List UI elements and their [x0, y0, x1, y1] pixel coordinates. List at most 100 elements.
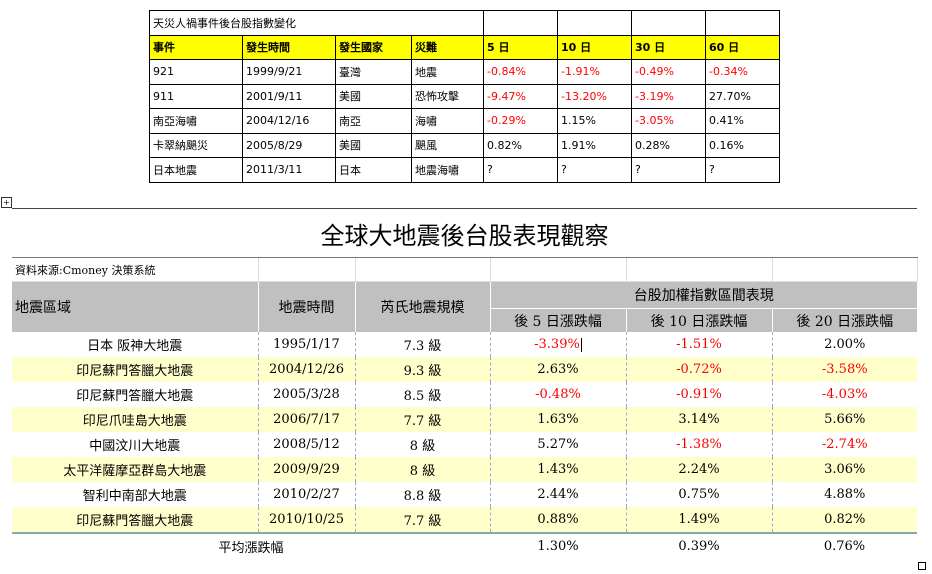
table-row: 日本 阪神大地震 1995/1/17 7.3 級 -3.39% -1.51% 2.00%: [12, 332, 917, 357]
table-cell: 0.28%: [631, 132, 706, 158]
table-cell: 4.88%: [824, 487, 866, 502]
table-cell: 印尼蘇門答臘大地震: [12, 357, 259, 382]
table-cell: 0.75%: [626, 482, 773, 507]
table-title: 全球大地震後台股表現觀察: [12, 208, 917, 258]
table-cell: 8.8 級: [355, 482, 491, 507]
text-cursor: [580, 337, 582, 352]
table-row: 日本地震 2011/3/11 日本 地震海嘯????: [149, 157, 780, 183]
column-header: 發生國家: [335, 34, 412, 60]
table-cell: -3.19%: [631, 83, 706, 109]
table-cell: 0.88%: [490, 507, 627, 533]
table-cell: -13.20%: [557, 83, 632, 109]
table-cell: -1.51%: [626, 332, 773, 357]
average-value: 0.76%: [772, 532, 917, 559]
column-header: 10 日: [557, 34, 632, 60]
table-cell: -0.34%: [705, 59, 780, 85]
table-cell: ?: [631, 157, 706, 183]
table-row: 中國汶川大地震 2008/5/12 8 級 5.27% -1.38% -2.74%: [12, 432, 917, 457]
table-cell: -0.29%: [483, 108, 558, 134]
table-cell: 2005/3/28: [258, 382, 356, 407]
table-row: 911 2001/9/11 美國 恐怖攻擊 -9.47% -13.20% -3.19% 27.…: [149, 83, 780, 109]
table-cell: 27.70%: [705, 83, 780, 109]
table-cell: 日本: [335, 157, 412, 183]
table-cell: 南亞海嘯: [149, 108, 243, 134]
table-cell: 1.43%: [490, 457, 627, 482]
table-cell: 中國汶川大地震: [12, 432, 259, 457]
table-cell: 2008/5/12: [258, 432, 356, 457]
table-cell: 911: [149, 83, 243, 109]
table-cell: 地震海嘯: [411, 157, 484, 183]
table-cell: ?: [557, 157, 632, 183]
column-header: 事件: [149, 34, 243, 60]
table-cell: 1.49%: [626, 507, 773, 533]
table-cell: -4.03%: [821, 387, 868, 402]
column-header-region: 地震區域: [12, 281, 259, 332]
table-cell: 0.16%: [705, 132, 780, 158]
table-cell: -0.49%: [631, 59, 706, 85]
table-cell: 8.5 級: [355, 382, 491, 407]
table-cell: 卡翠納颶災: [149, 132, 243, 158]
table-cell: ?: [483, 157, 558, 183]
table-cell: 5.66%: [772, 407, 917, 432]
table-header-row: 地震區域 地震時間 芮氏地震規模 台股加權指數區間表現: [12, 281, 917, 332]
source-row: 資料來源:Cmoney 決策系統: [12, 257, 918, 282]
column-header-d10: 後 10 日漲跌幅: [626, 308, 773, 332]
table-cell: 2006/7/17: [258, 407, 356, 432]
table-cell: 2001/9/11: [242, 83, 336, 109]
table-cell: 0.82%: [483, 132, 558, 158]
table-cell: 2004/12/16: [242, 108, 336, 134]
table-cell: 臺灣: [335, 59, 412, 85]
average-label: 平均漲跌幅: [12, 532, 490, 559]
table-cell: 1.63%: [490, 407, 627, 432]
table-cell: 印尼蘇門答臘大地震: [12, 507, 259, 533]
table-row: 印尼蘇門答臘大地震 2010/10/25 7.7 級 0.88% 1.49% 0.82%: [12, 507, 917, 533]
average-value: 1.30%: [490, 532, 626, 559]
column-header: 災難: [411, 34, 484, 60]
source-note: 資料來源:Cmoney 決策系統: [12, 257, 259, 282]
table-cell: 2.44%: [490, 482, 627, 507]
table-cell: 7.7 級: [355, 507, 491, 533]
disaster-index-table: 天災人禍事件後台股指數變化 事件 發生時間 發生國家 災難 5 日 10 日 3…: [149, 10, 780, 183]
table-row: 太平洋薩摩亞群島大地震 2009/9/29 8 級 1.43% 2.24% 3.06%: [12, 457, 917, 482]
table-row: 印尼蘇門答臘大地震 2004/12/26 9.3 級 2.63% -0.72% -3.58…: [12, 357, 917, 382]
resize-handle-icon[interactable]: [918, 562, 926, 570]
table-cell: 太平洋薩摩亞群島大地震: [12, 457, 259, 482]
table-row: 智利中南部大地震 2010/2/27 8.8 級 2.44% 0.75% 4.88%: [12, 482, 917, 507]
table-cell: -3.05%: [631, 108, 706, 134]
table-cell: -1.38%: [626, 432, 773, 457]
table-cell: 1995/1/17: [258, 332, 356, 357]
table-title-row: 天災人禍事件後台股指數變化: [149, 10, 780, 36]
table-row: 印尼爪哇島大地震 2006/7/17 7.7 級 1.63% 3.14% 5.66%: [12, 407, 917, 432]
table-cell: 7.3 級: [355, 332, 491, 357]
column-header-d20: 後 20 日漲跌幅: [772, 308, 917, 332]
table-row: 印尼蘇門答臘大地震 2005/3/28 8.5 級 -0.48% -0.91% -4.03…: [12, 382, 917, 407]
table-cell: -9.47%: [483, 83, 558, 109]
table-cell: 2011/3/11: [242, 157, 336, 183]
table-header-row: 事件 發生時間 發生國家 災難 5 日 10 日 30 日 60 日: [149, 34, 780, 60]
move-handle-icon[interactable]: +: [1, 197, 12, 208]
column-header: 30 日: [631, 34, 706, 60]
table-cell: 0.82%: [772, 507, 917, 533]
table-cell: 3.14%: [626, 407, 773, 432]
earthquake-index-table: 全球大地震後台股表現觀察 資料來源:Cmoney 決策系統 地震區域 地震時間 …: [12, 208, 918, 559]
table-row: 南亞海嘯 2004/12/16 南亞 海嘯 -0.29% 1.15% -3.05% 0.41%: [149, 108, 780, 134]
table-cell: 海嘯: [411, 108, 484, 134]
table-cell: 南亞: [335, 108, 412, 134]
table-cell: -3.39%: [490, 332, 627, 357]
table-row: 921 1999/9/21 臺灣 地震 -0.84% -1.91% -0.49% -0.34%: [149, 59, 780, 85]
earthquake-table-container: 全球大地震後台股表現觀察 資料來源:Cmoney 決策系統 地震區域 地震時間 …: [12, 208, 918, 561]
table-cell: -0.72%: [626, 357, 773, 382]
column-header: 發生時間: [242, 34, 336, 60]
table-cell: -0.48%: [490, 382, 627, 407]
table-cell: 美國: [335, 83, 412, 109]
table-cell: 5.27%: [490, 432, 627, 457]
table-cell: 印尼蘇門答臘大地震: [12, 382, 259, 407]
table-cell: 921: [149, 59, 243, 85]
table-cell: 智利中南部大地震: [12, 482, 259, 507]
table-cell: 2010/2/27: [258, 482, 356, 507]
table-cell: 颶風: [411, 132, 484, 158]
average-row: 平均漲跌幅 1.30% 0.39% 0.76%: [12, 532, 917, 559]
average-value: 0.39%: [626, 532, 772, 559]
table-title-row: 全球大地震後台股表現觀察: [12, 208, 917, 258]
table-cell: ?: [705, 157, 780, 183]
